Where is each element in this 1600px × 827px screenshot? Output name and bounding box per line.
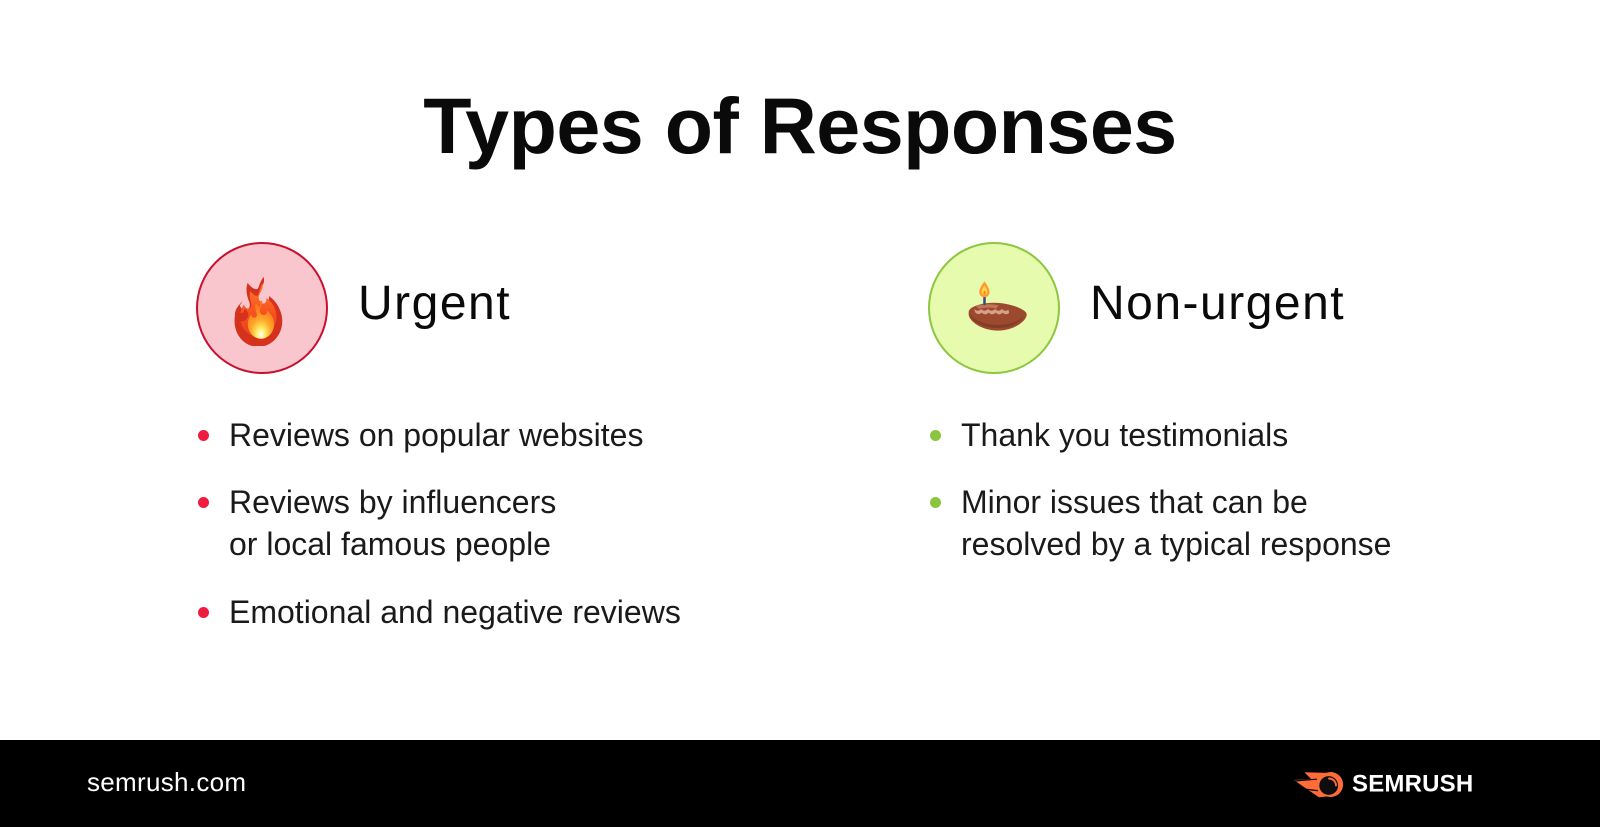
svg-text:SEMRUSH: SEMRUSH (1352, 771, 1473, 798)
